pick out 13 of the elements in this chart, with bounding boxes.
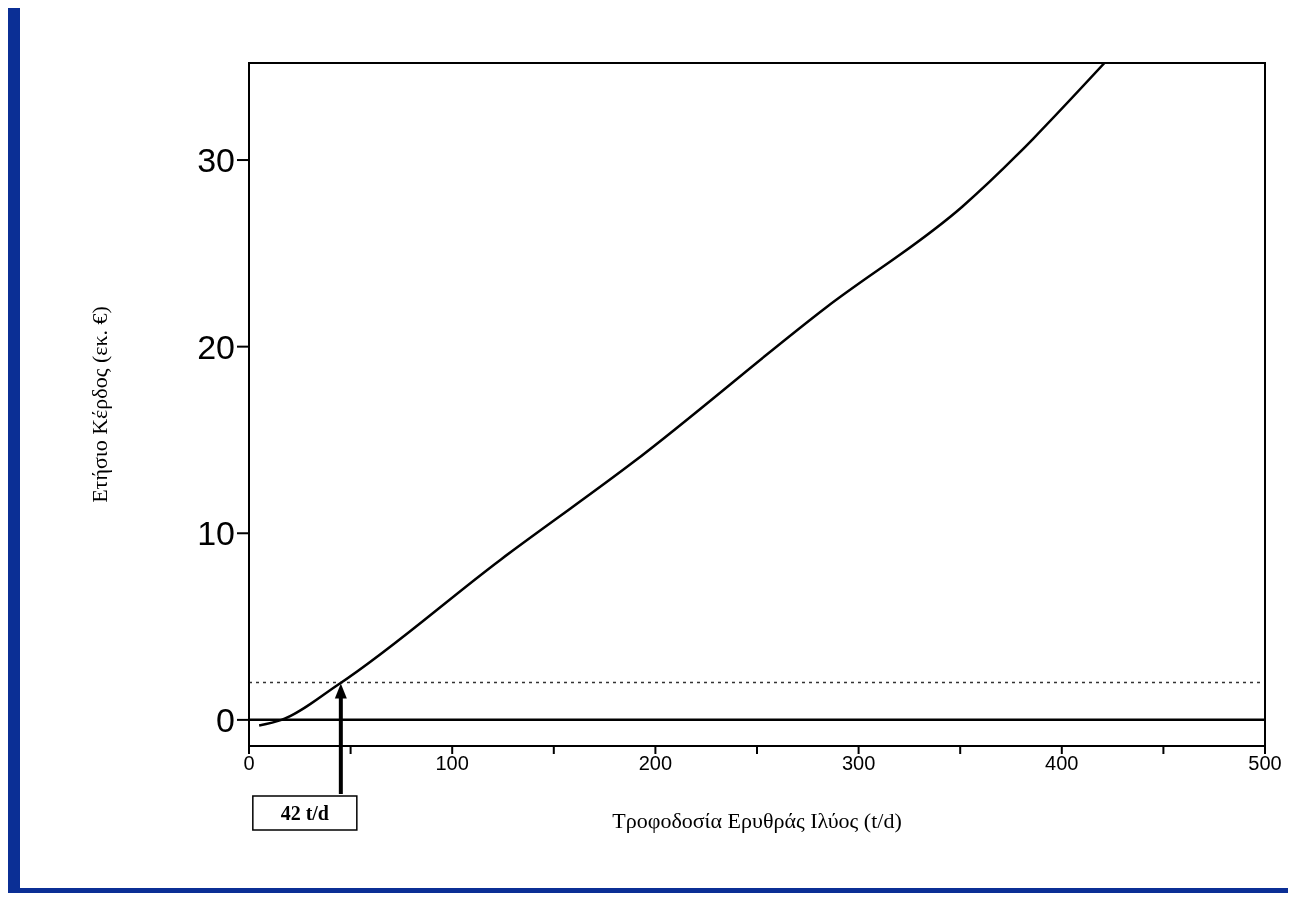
x-tick-label: 200 — [638, 752, 673, 775]
y-axis-title: Ετήσιο Κέρδος (εκ. €) — [86, 306, 112, 503]
x-tick-label: 0 — [243, 752, 255, 775]
y-tick-label: 0 — [216, 700, 235, 739]
x-tick-label: 500 — [1248, 752, 1282, 775]
y-tick-label: 10 — [197, 514, 235, 553]
y-tick-label: 20 — [197, 327, 235, 366]
y-tick-label: 30 — [197, 141, 235, 180]
x-tick-label: 400 — [1045, 752, 1079, 775]
x-tick-label: 300 — [841, 752, 876, 775]
text: 42 t/d — [280, 802, 330, 824]
x-tick-label: 100 — [435, 752, 469, 775]
x-axis-title: Τροφοδοσία Ερυθράς Ιλύος (t/d) — [612, 808, 902, 833]
